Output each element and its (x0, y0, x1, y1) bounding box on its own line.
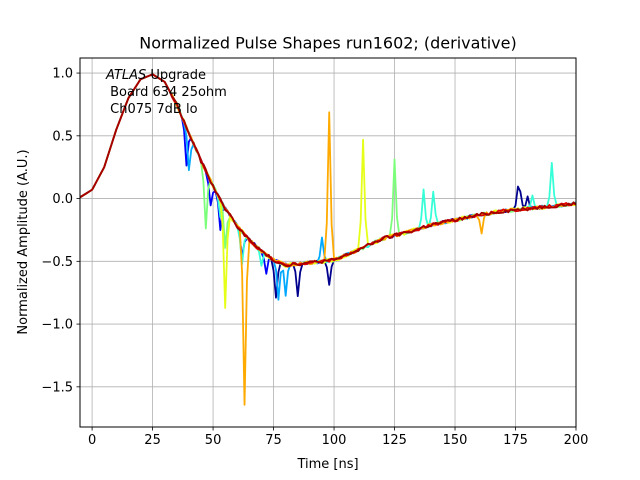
annotation-upgrade: Upgrade (146, 68, 206, 83)
x-tick-label: 75 (265, 433, 282, 448)
x-tick-label: 125 (382, 433, 407, 448)
annotation-line-1: ATLAS Upgrade (105, 68, 206, 83)
y-axis-label: Normalized Amplitude (A.U.) (16, 149, 31, 334)
y-tick-label: −1.0 (41, 318, 73, 333)
annotation-line-3: Ch075 7dB lo (106, 102, 198, 117)
plot-frame (79, 57, 577, 428)
annotation: ATLAS Upgrade Board 634 25ohm Ch075 7dB … (105, 68, 227, 117)
x-tick-label: 175 (503, 433, 528, 448)
x-tick-label: 150 (443, 433, 468, 448)
annotation-atlas: ATLAS (105, 68, 146, 83)
x-tick-label: 100 (322, 433, 347, 448)
x-tick-label: 0 (88, 433, 96, 448)
y-tick-label: 0.5 (52, 129, 73, 144)
x-axis-label: Time [ns] (296, 457, 358, 472)
x-tick-label: 25 (144, 433, 161, 448)
y-tick-label: −1.5 (41, 380, 73, 395)
y-tick-label: 0.0 (52, 192, 73, 207)
x-tick-label: 200 (564, 433, 589, 448)
x-tick-label: 50 (205, 433, 222, 448)
y-tick-label: −0.5 (41, 255, 73, 270)
series-line-ch_darkred (80, 73, 576, 268)
series-group (80, 73, 576, 406)
ticks: 0 25 50 75 100 125 150 175 200 −1.5 −1.0 −0.5 0.0 0.5… (41, 67, 588, 448)
chart-title: Normalized Pulse Shapes run1602; (deriva… (139, 34, 516, 53)
annotation-line-2: Board 634 25ohm (106, 85, 227, 100)
y-tick-label: 1.0 (52, 67, 73, 82)
